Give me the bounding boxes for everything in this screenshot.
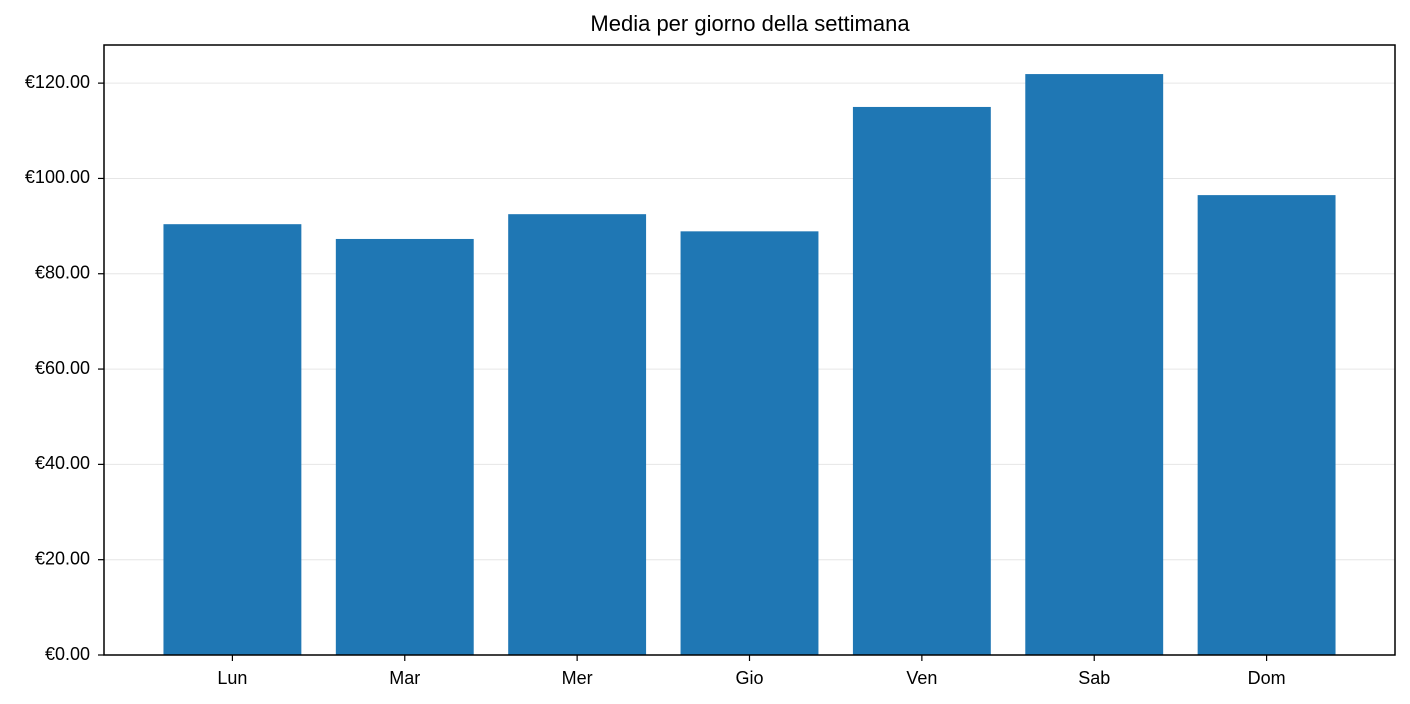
- bar: [508, 214, 647, 655]
- bar: [680, 231, 819, 655]
- y-tick-label: €120.00: [25, 72, 90, 92]
- x-tick-label: Mar: [389, 668, 420, 688]
- x-tick-label: Ven: [906, 668, 937, 688]
- y-tick-label: €80.00: [35, 263, 90, 283]
- bar: [1197, 195, 1336, 655]
- chart-title: Media per giorno della settimana: [590, 11, 910, 36]
- bar: [852, 106, 991, 655]
- y-tick-label: €40.00: [35, 453, 90, 473]
- bar: [335, 238, 474, 655]
- x-tick-label: Gio: [735, 668, 763, 688]
- y-tick-label: €20.00: [35, 548, 90, 568]
- y-tick-label: €0.00: [45, 644, 90, 664]
- y-tick-label: €60.00: [35, 358, 90, 378]
- x-tick-label: Sab: [1078, 668, 1110, 688]
- plot-frame: [103, 44, 1396, 656]
- x-tick-label: Dom: [1248, 668, 1286, 688]
- bar: [163, 224, 302, 655]
- x-tick-label: Mer: [562, 668, 593, 688]
- bar: [1025, 74, 1164, 655]
- x-tick-label: Lun: [217, 668, 247, 688]
- y-tick-label: €100.00: [25, 167, 90, 187]
